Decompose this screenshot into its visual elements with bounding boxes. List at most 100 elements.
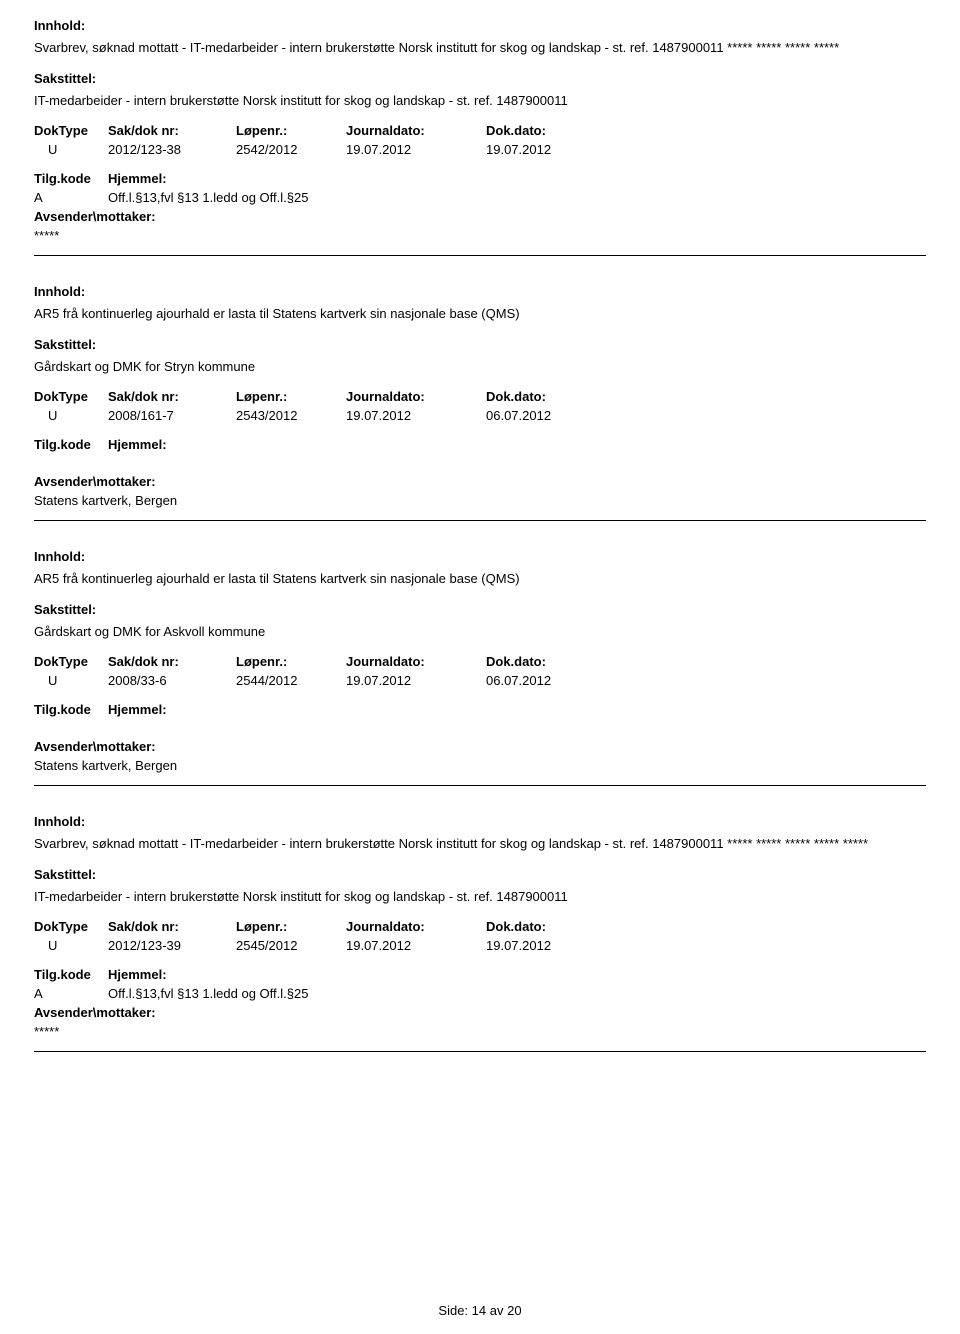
doktype-header: DokType xyxy=(34,123,108,138)
lopenr-header: Løpenr.: xyxy=(236,389,346,404)
sakdok-header: Sak/dok nr: xyxy=(108,123,236,138)
footer-side-label: Side: xyxy=(438,1303,468,1318)
sakdok-header: Sak/dok nr: xyxy=(108,389,236,404)
dok-data-row: U 2008/33-6 2544/2012 19.07.2012 06.07.2… xyxy=(34,673,926,688)
tilg-header-row: Tilg.kode Hjemmel: xyxy=(34,171,926,186)
innhold-label: Innhold: xyxy=(34,284,926,299)
dok-data-row: U 2012/123-39 2545/2012 19.07.2012 19.07… xyxy=(34,938,926,953)
doktype-header: DokType xyxy=(34,389,108,404)
journaldato-value: 19.07.2012 xyxy=(346,142,486,157)
footer-page: 14 xyxy=(472,1303,486,1318)
page-footer: Side: 14 av 20 xyxy=(0,1303,960,1318)
dok-header-row: DokType Sak/dok nr: Løpenr.: Journaldato… xyxy=(34,389,926,404)
hjemmel-header: Hjemmel: xyxy=(108,171,167,186)
journal-record: Innhold: AR5 frå kontinuerleg ajourhald … xyxy=(34,284,926,521)
avsender-label: Avsender\mottaker: xyxy=(34,1005,926,1020)
journaldato-header: Journaldato: xyxy=(346,389,486,404)
innhold-label: Innhold: xyxy=(34,549,926,564)
record-divider xyxy=(34,785,926,786)
tilgkode-header: Tilg.kode xyxy=(34,171,108,186)
innhold-text: Svarbrev, søknad mottatt - IT-medarbeide… xyxy=(34,835,926,853)
lopenr-value: 2545/2012 xyxy=(236,938,346,953)
dokdato-value: 06.07.2012 xyxy=(486,408,626,423)
sakdok-value: 2008/33-6 xyxy=(108,673,236,688)
avsender-value: Statens kartverk, Bergen xyxy=(34,758,926,773)
dokdato-value: 19.07.2012 xyxy=(486,938,626,953)
record-divider xyxy=(34,255,926,256)
record-divider xyxy=(34,520,926,521)
tilgkode-header: Tilg.kode xyxy=(34,967,108,982)
doktype-header: DokType xyxy=(34,919,108,934)
dok-header-row: DokType Sak/dok nr: Løpenr.: Journaldato… xyxy=(34,654,926,669)
dokdato-header: Dok.dato: xyxy=(486,919,626,934)
tilg-header-row: Tilg.kode Hjemmel: xyxy=(34,702,926,717)
sakstittel-label: Sakstittel: xyxy=(34,602,926,617)
dokdato-value: 06.07.2012 xyxy=(486,673,626,688)
sakdok-value: 2012/123-38 xyxy=(108,142,236,157)
hjemmel-value: Off.l.§13,fvl §13 1.ledd og Off.l.§25 xyxy=(108,986,308,1001)
hjemmel-value: Off.l.§13,fvl §13 1.ledd og Off.l.§25 xyxy=(108,190,308,205)
journaldato-header: Journaldato: xyxy=(346,123,486,138)
journaldato-header: Journaldato: xyxy=(346,654,486,669)
tilg-header-row: Tilg.kode Hjemmel: xyxy=(34,967,926,982)
tilgkode-header: Tilg.kode xyxy=(34,702,108,717)
hjemmel-header: Hjemmel: xyxy=(108,702,167,717)
lopenr-value: 2543/2012 xyxy=(236,408,346,423)
sakstittel-text: IT-medarbeider - intern brukerstøtte Nor… xyxy=(34,888,926,906)
record-divider xyxy=(34,1051,926,1052)
tilgkode-value: A xyxy=(34,986,108,1001)
dok-data-row: U 2008/161-7 2543/2012 19.07.2012 06.07.… xyxy=(34,408,926,423)
journaldato-value: 19.07.2012 xyxy=(346,938,486,953)
avsender-label: Avsender\mottaker: xyxy=(34,474,926,489)
doktype-value: U xyxy=(34,673,108,688)
lopenr-header: Løpenr.: xyxy=(236,654,346,669)
journal-record: Innhold: Svarbrev, søknad mottatt - IT-m… xyxy=(34,18,926,256)
tilg-header-row: Tilg.kode Hjemmel: xyxy=(34,437,926,452)
journaldato-header: Journaldato: xyxy=(346,919,486,934)
innhold-label: Innhold: xyxy=(34,814,926,829)
sakstittel-text: IT-medarbeider - intern brukerstøtte Nor… xyxy=(34,92,926,110)
doktype-header: DokType xyxy=(34,654,108,669)
innhold-text: AR5 frå kontinuerleg ajourhald er lasta … xyxy=(34,570,926,588)
sakstittel-label: Sakstittel: xyxy=(34,867,926,882)
sakstittel-text: Gårdskart og DMK for Askvoll kommune xyxy=(34,623,926,641)
sakdok-header: Sak/dok nr: xyxy=(108,654,236,669)
lopenr-value: 2544/2012 xyxy=(236,673,346,688)
avsender-value: ***** xyxy=(34,1024,926,1039)
tilg-value-row: A Off.l.§13,fvl §13 1.ledd og Off.l.§25 xyxy=(34,986,926,1001)
tilg-value-row: A Off.l.§13,fvl §13 1.ledd og Off.l.§25 xyxy=(34,190,926,205)
journal-record: Innhold: Svarbrev, søknad mottatt - IT-m… xyxy=(34,814,926,1052)
tilgkode-value: A xyxy=(34,190,108,205)
footer-total: 20 xyxy=(507,1303,521,1318)
hjemmel-header: Hjemmel: xyxy=(108,437,167,452)
journaldato-value: 19.07.2012 xyxy=(346,673,486,688)
sakdok-value: 2008/161-7 xyxy=(108,408,236,423)
sakstittel-text: Gårdskart og DMK for Stryn kommune xyxy=(34,358,926,376)
dokdato-header: Dok.dato: xyxy=(486,123,626,138)
sakstittel-label: Sakstittel: xyxy=(34,337,926,352)
dok-header-row: DokType Sak/dok nr: Løpenr.: Journaldato… xyxy=(34,123,926,138)
innhold-text: Svarbrev, søknad mottatt - IT-medarbeide… xyxy=(34,39,926,57)
dok-data-row: U 2012/123-38 2542/2012 19.07.2012 19.07… xyxy=(34,142,926,157)
dok-header-row: DokType Sak/dok nr: Løpenr.: Journaldato… xyxy=(34,919,926,934)
doktype-value: U xyxy=(34,142,108,157)
avsender-label: Avsender\mottaker: xyxy=(34,739,926,754)
lopenr-value: 2542/2012 xyxy=(236,142,346,157)
dokdato-header: Dok.dato: xyxy=(486,654,626,669)
sakstittel-label: Sakstittel: xyxy=(34,71,926,86)
avsender-value: ***** xyxy=(34,228,926,243)
lopenr-header: Løpenr.: xyxy=(236,123,346,138)
avsender-label: Avsender\mottaker: xyxy=(34,209,926,224)
journaldato-value: 19.07.2012 xyxy=(346,408,486,423)
innhold-label: Innhold: xyxy=(34,18,926,33)
journal-record: Innhold: AR5 frå kontinuerleg ajourhald … xyxy=(34,549,926,786)
hjemmel-header: Hjemmel: xyxy=(108,967,167,982)
avsender-value: Statens kartverk, Bergen xyxy=(34,493,926,508)
lopenr-header: Løpenr.: xyxy=(236,919,346,934)
footer-sep: av xyxy=(490,1303,504,1318)
doktype-value: U xyxy=(34,938,108,953)
sakdok-header: Sak/dok nr: xyxy=(108,919,236,934)
innhold-text: AR5 frå kontinuerleg ajourhald er lasta … xyxy=(34,305,926,323)
tilgkode-header: Tilg.kode xyxy=(34,437,108,452)
doktype-value: U xyxy=(34,408,108,423)
